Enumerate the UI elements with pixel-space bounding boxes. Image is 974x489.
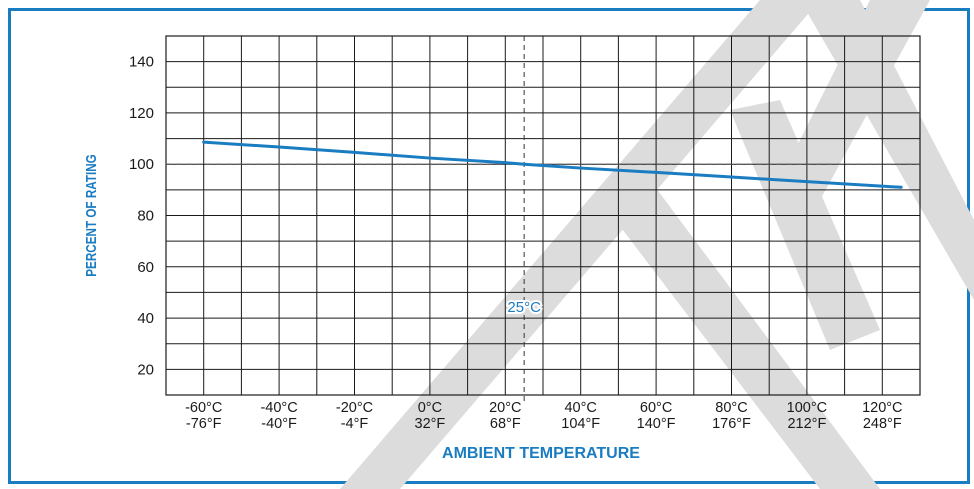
x-tick-label-celsius: 120°C	[862, 400, 902, 416]
x-tick-label-celsius: 40°C	[564, 400, 596, 416]
reference-lines	[166, 36, 920, 405]
x-tick-label-celsius: 80°C	[715, 400, 747, 416]
x-tick-label-fahrenheit: 248°F	[863, 416, 902, 432]
watermark-stripe-2	[730, 100, 880, 350]
x-tick-label-celsius: -20°C	[336, 400, 373, 416]
x-tick-labels: -60°C-76°F -40°C-40°F -20°C-4°F 0°C32°F 20°C…	[185, 400, 902, 432]
x-axis-title: AMBIENT TEMPERATURE	[442, 445, 640, 462]
x-tick-label-fahrenheit: 176°F	[712, 416, 751, 432]
y-tick-labels: 20 40 60 80 100 120 140	[129, 54, 154, 379]
y-tick-label: 20	[137, 361, 154, 378]
x-tick-label-fahrenheit: 68°F	[490, 416, 521, 432]
x-tick-label-celsius: 60°C	[640, 400, 672, 416]
x-tick-label-fahrenheit: -76°F	[186, 416, 222, 432]
chart-grid	[165, 35, 921, 396]
series-line-0	[202, 140, 903, 189]
watermark-stripe-4	[770, 0, 930, 200]
y-tick-label: 140	[129, 54, 154, 71]
y-tick-label: 80	[137, 208, 154, 225]
x-tick-label-celsius: 20°C	[489, 400, 521, 416]
y-tick-label: 40	[137, 310, 154, 327]
x-tick-label-fahrenheit: 32°F	[415, 416, 446, 432]
x-tick-label-fahrenheit: -40°F	[261, 416, 297, 432]
y-tick-label: 60	[137, 259, 154, 276]
y-tick-label: 100	[129, 156, 154, 173]
y-tick-label: 120	[129, 105, 154, 122]
watermark-stripe-1	[600, 180, 880, 489]
x-tick-label-celsius: 0°C	[418, 400, 442, 416]
x-tick-label-fahrenheit: 140°F	[637, 416, 676, 432]
x-tick-label-celsius: 100°C	[787, 400, 827, 416]
x-tick-label-celsius: -40°C	[260, 400, 297, 416]
reference-line-label: 25°C	[507, 299, 541, 316]
watermark	[340, 0, 974, 489]
plot-border	[165, 35, 921, 396]
watermark-stripe-0	[340, 0, 820, 489]
x-tick-label-fahrenheit: -4°F	[341, 416, 369, 432]
series-layer	[202, 140, 903, 189]
y-axis-title: PERCENT OF RATING	[83, 154, 100, 277]
x-tick-label-fahrenheit: 212°F	[787, 416, 826, 432]
x-tick-label-fahrenheit: 104°F	[561, 416, 600, 432]
x-tick-label-celsius: -60°C	[185, 400, 222, 416]
